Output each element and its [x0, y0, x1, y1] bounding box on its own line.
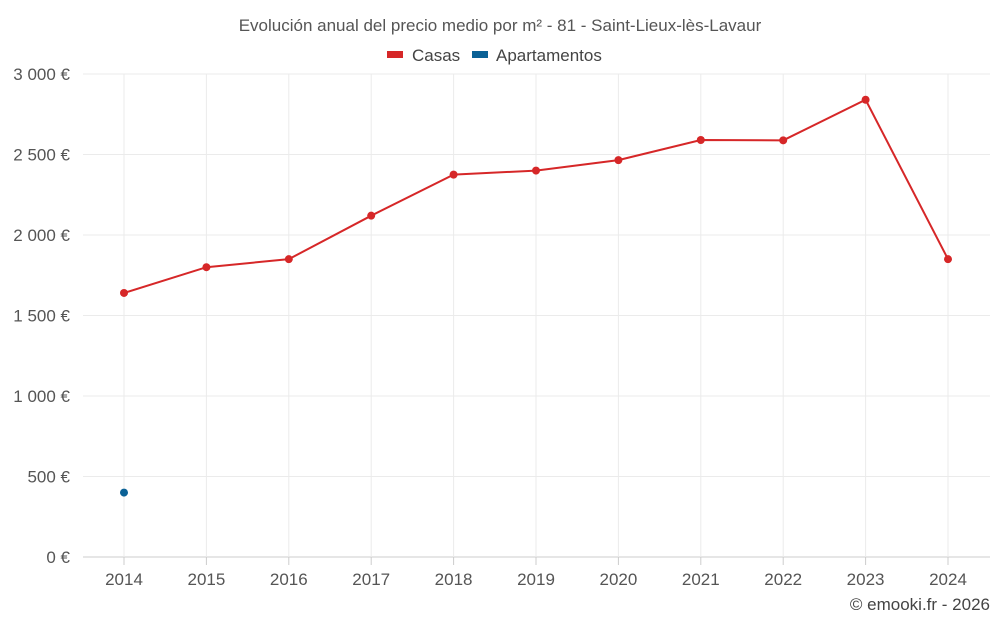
- credit-text: © emooki.fr - 2026: [850, 595, 990, 614]
- data-point-casas[interactable]: [449, 170, 458, 179]
- y-tick-label: 2 000 €: [13, 226, 70, 245]
- y-tick-label: 1 500 €: [13, 307, 70, 326]
- y-tick-label: 2 500 €: [13, 146, 70, 165]
- data-point-apartamentos[interactable]: [120, 488, 128, 497]
- x-tick-label: 2022: [764, 570, 802, 589]
- data-point-casas[interactable]: [944, 255, 952, 264]
- x-tick-label: 2015: [187, 570, 225, 589]
- x-tick-label: 2020: [599, 570, 637, 589]
- axes: 0 € 500 € 1 000 € 1 500 € 2 000 € 2 500 € 3 00…: [13, 65, 967, 589]
- legend-swatch-apartamentos: [472, 51, 488, 58]
- data-point-casas[interactable]: [202, 263, 211, 272]
- legend: Casas Apartamentos: [387, 46, 602, 65]
- y-tick-label: 500 €: [27, 468, 70, 487]
- series: [120, 95, 952, 497]
- y-tick-label: 0 €: [46, 548, 70, 567]
- legend-item-casas[interactable]: Casas: [387, 46, 460, 65]
- y-tick-label: 3 000 €: [13, 65, 70, 84]
- legend-label-casas: Casas: [412, 46, 460, 65]
- data-point-casas[interactable]: [367, 211, 376, 220]
- data-point-casas[interactable]: [696, 136, 705, 145]
- data-point-casas[interactable]: [779, 136, 788, 145]
- x-tick-label: 2017: [352, 570, 390, 589]
- x-tick-label: 2018: [435, 570, 473, 589]
- chart-title: Evolución anual del precio medio por m² …: [239, 16, 762, 35]
- legend-label-apartamentos: Apartamentos: [496, 46, 602, 65]
- x-tick-label: 2016: [270, 570, 308, 589]
- x-tick-label: 2019: [517, 570, 555, 589]
- data-point-casas[interactable]: [614, 156, 623, 165]
- x-tick-label: 2024: [929, 570, 967, 589]
- data-point-casas[interactable]: [120, 288, 128, 297]
- x-tick-label: 2023: [847, 570, 885, 589]
- data-point-casas[interactable]: [284, 255, 293, 264]
- y-tick-label: 1 000 €: [13, 387, 70, 406]
- x-tick-label: 2014: [105, 570, 143, 589]
- data-point-casas[interactable]: [532, 166, 540, 175]
- x-tick-label: 2021: [682, 570, 720, 589]
- legend-item-apartamentos[interactable]: Apartamentos: [472, 46, 602, 65]
- data-point-casas[interactable]: [861, 95, 870, 104]
- legend-swatch-casas: [387, 51, 403, 58]
- gridlines: [83, 73, 990, 558]
